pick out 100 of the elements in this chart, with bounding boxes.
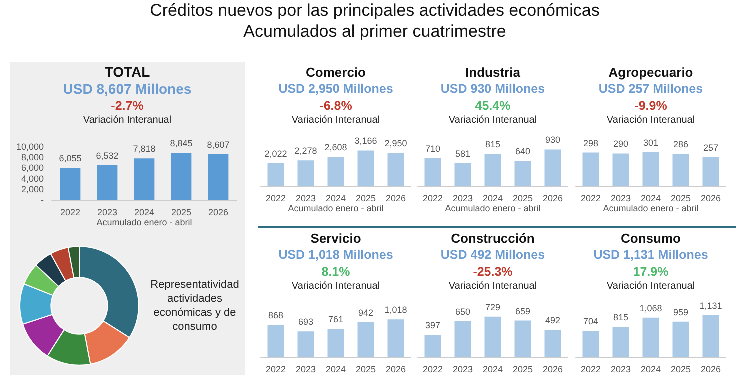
x-axis-title: Acumulado enero - abril <box>445 204 541 214</box>
x-tick-label: 2022 <box>266 364 286 374</box>
data-label: 650 <box>455 306 471 317</box>
bar <box>358 322 374 357</box>
x-tick-label: 2023 <box>296 194 316 204</box>
x-tick-label: 2025 <box>171 208 192 218</box>
text: -2.7% <box>110 98 145 114</box>
data-label: 8,845 <box>170 138 193 149</box>
x-tick-label: 2024 <box>482 364 504 374</box>
bar <box>612 327 630 357</box>
data-label: 6,055 <box>59 153 82 164</box>
chart-subtitle: USD 2,950 Millones <box>278 81 394 98</box>
data-label: 729 <box>485 302 501 312</box>
x-tick-label: 2024 <box>326 364 346 374</box>
chart-title: Consumo <box>620 230 682 247</box>
bar <box>268 164 284 186</box>
data-label: 2,608 <box>324 142 348 152</box>
x-tick-label: 2022 <box>580 194 602 204</box>
x-tick-label: 2023 <box>452 364 474 374</box>
data-label: 693 <box>298 317 314 328</box>
bar <box>97 165 118 200</box>
x-axis-title: Acumulado enero - abril <box>603 204 699 214</box>
bar <box>454 163 472 186</box>
y-tick-label: 8,000 <box>21 152 44 163</box>
x-tick-label: 2024 <box>326 194 346 204</box>
text: Variación Interanual <box>290 114 382 127</box>
bar <box>388 153 404 186</box>
text: Variación Interanual <box>606 114 696 127</box>
data-label: 868 <box>268 310 284 321</box>
x-tick-label: 2025 <box>356 364 376 374</box>
data-label: 2,278 <box>294 146 318 156</box>
bar <box>672 322 690 357</box>
x-tick-label: 2024 <box>482 194 504 204</box>
y-tick-label: 4,000 <box>21 174 44 184</box>
chart-title: Servicio <box>310 230 362 247</box>
chart-title: TOTAL <box>104 64 152 81</box>
bar <box>484 316 502 357</box>
text: Variación Interanual <box>82 114 173 127</box>
chart-title: Agropecuario <box>608 64 694 81</box>
data-label: 930 <box>545 135 561 146</box>
bar <box>544 150 562 186</box>
x-tick-label: 2026 <box>542 364 564 374</box>
text: Representatividad actividades económicas y de consumo <box>150 278 240 334</box>
data-label: 1,018 <box>384 305 408 316</box>
bar <box>544 330 562 357</box>
bar <box>208 154 229 200</box>
x-tick-label: 2023 <box>452 194 474 204</box>
chart-subtitle: USD 1,131 Millones <box>592 247 710 264</box>
bar <box>424 158 442 186</box>
text: 8.1% <box>320 264 352 280</box>
text: Variación Interanual <box>448 280 538 293</box>
x-axis-title: Acumulado enero - abril <box>288 204 384 214</box>
chart-title: Industria <box>464 64 522 81</box>
data-label: 704 <box>583 316 599 327</box>
data-label: 815 <box>613 312 629 323</box>
x-axis-title: Acumulado enero - abril <box>96 218 192 228</box>
data-label: 290 <box>613 139 629 150</box>
bar <box>484 154 502 186</box>
data-label: 286 <box>673 140 689 150</box>
x-tick-label: 2026 <box>700 194 722 204</box>
bar <box>514 161 532 186</box>
bar <box>388 320 404 357</box>
data-label: 710 <box>425 144 441 154</box>
bar <box>702 316 720 357</box>
data-label: 581 <box>455 148 471 159</box>
x-tick-label: 2022 <box>60 208 81 218</box>
y-tick-label: 2,000 <box>21 184 44 194</box>
data-label: 815 <box>485 140 501 150</box>
data-label: 298 <box>583 138 599 148</box>
text: 45.4% <box>474 98 512 114</box>
x-tick-label: 2023 <box>610 194 632 204</box>
x-tick-label: 2026 <box>542 194 564 204</box>
bar <box>298 160 314 186</box>
data-label: 2,950 <box>384 138 408 149</box>
chart-subtitle: USD 8,607 Millones <box>62 81 193 98</box>
text: -25.3% <box>472 264 514 280</box>
data-label: 942 <box>358 308 374 318</box>
data-label: 8,607 <box>207 140 230 150</box>
y-tick-label: - <box>41 195 44 206</box>
chart-title: Construcción <box>450 230 536 247</box>
bar <box>328 329 344 357</box>
bar <box>171 153 192 200</box>
text: Variación Interanual <box>448 114 538 127</box>
bar <box>328 156 344 186</box>
x-tick-label: 2022 <box>580 364 602 374</box>
data-label: 3,166 <box>354 136 378 146</box>
data-label: 959 <box>673 307 689 318</box>
data-label: 492 <box>545 315 561 326</box>
bar <box>358 150 374 186</box>
data-label: 1,131 <box>700 301 722 312</box>
data-label: 659 <box>515 306 531 316</box>
text: Variación Interanual <box>606 280 696 293</box>
data-label: 761 <box>328 314 344 325</box>
chart-subtitle: USD 257 Millones <box>598 81 704 98</box>
x-tick-label: 2025 <box>512 194 534 204</box>
x-tick-label: 2022 <box>422 194 444 204</box>
x-tick-label: 2026 <box>208 208 229 218</box>
data-label: 397 <box>425 320 441 331</box>
x-tick-label: 2025 <box>356 194 376 204</box>
bar <box>60 168 81 200</box>
